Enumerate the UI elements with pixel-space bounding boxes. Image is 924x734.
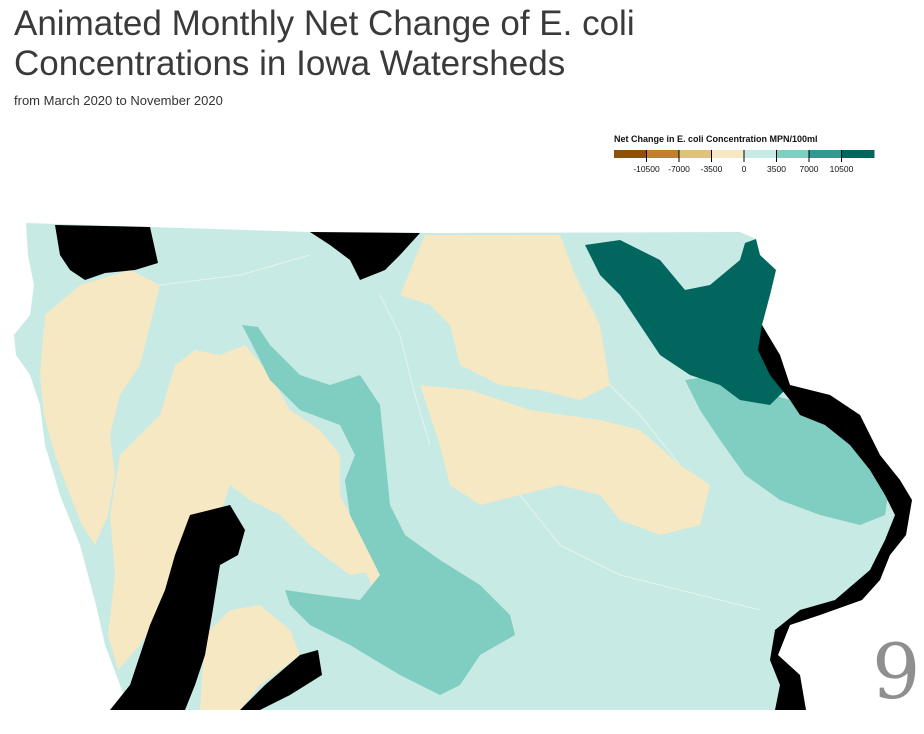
no-data-north [310,232,420,280]
watershed-east-teal [685,375,888,525]
watershed-southwest-tan [108,345,380,670]
watershed-northeast-dark [585,239,790,405]
legend-tick-label: 10500 [830,164,854,174]
watershed-south-tan [200,605,300,710]
animation-frame-label: 9 [872,627,921,716]
no-data-northwest [55,225,158,280]
legend-tick-label: -10500 [633,164,660,174]
watershed-boundaries [159,254,761,611]
legend-tick-label: 7000 [800,164,819,174]
iowa-watershed-map [14,223,912,710]
chart-subtitle: from March 2020 to November 2020 [14,93,223,108]
no-data-east-river [758,325,912,710]
legend-title: Net Change in E. coli Concentration MPN/… [614,134,818,144]
legend-swatch [841,150,875,158]
watershed-east-central-tan [420,385,710,535]
legend-swatch [646,150,680,158]
legend-swatch [776,150,810,158]
legend-swatch [744,150,777,158]
legend-swatch [711,150,745,158]
legend-swatch [679,150,712,158]
legend-swatch [809,150,842,158]
legend-tick-label: 3500 [767,164,786,174]
watershed-west-tan [40,270,160,545]
no-data-southwest [110,505,245,710]
legend-scale: -10500 -7000 -3500 0 3500 7000 10500 [614,150,875,174]
watershed-central-tan [400,235,610,400]
legend-tick-label: -3500 [701,164,723,174]
legend-tick-label: -7000 [668,164,690,174]
no-data-south [240,650,322,710]
legend-swatch [614,150,647,158]
chart-title: Animated Monthly Net Change of E. coli C… [14,4,635,83]
color-legend: Net Change in E. coli Concentration MPN/… [612,134,882,180]
legend-tick-label: 0 [742,164,747,174]
watershed-central-teal [242,325,515,695]
